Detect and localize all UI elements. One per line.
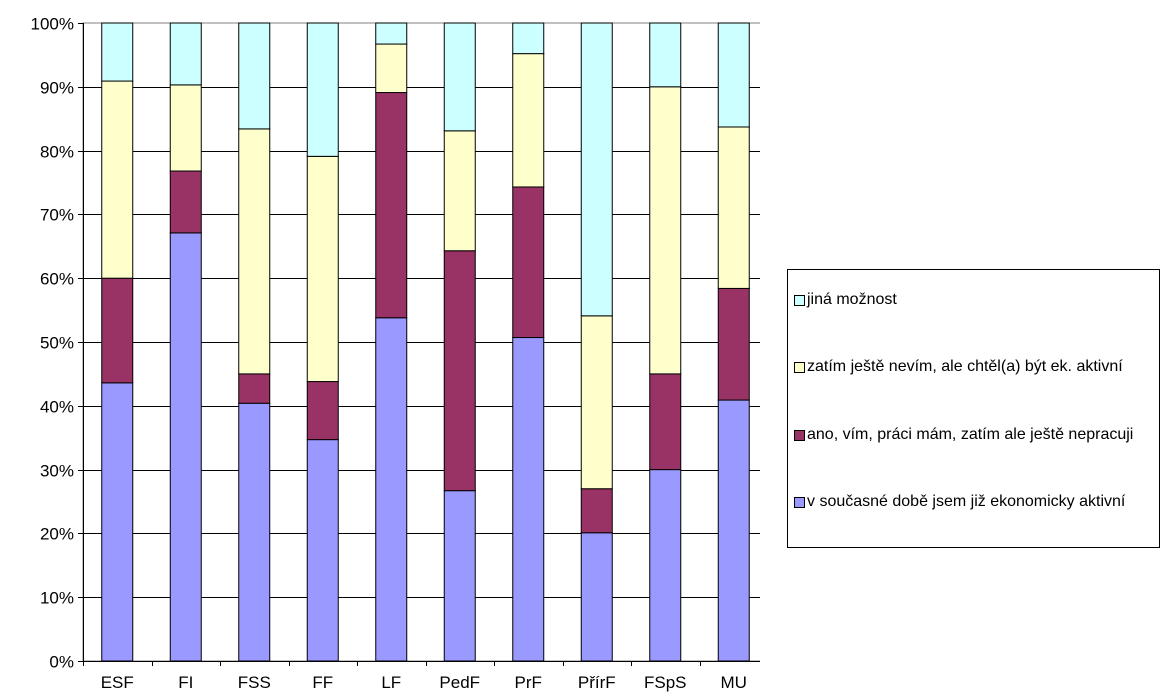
legend-label: ano, vím, práci mám, zatím ale ještě nep… [807,426,1134,443]
y-tick-label: 60% [40,270,74,289]
chart-legend: jiná možnost zatím ještě nevím, ale chtě… [787,269,1160,548]
y-tick-label: 50% [40,334,74,353]
y-tick-label: 20% [40,525,74,544]
legend-item-ekonomicky-aktivni: v současné době jsem již ekonomicky akti… [794,491,1154,512]
bar-segment [580,488,613,534]
x-tick-label: PrF [515,673,542,692]
y-tick-label: 40% [40,398,74,417]
y-tick-label: 0% [49,653,74,672]
bar-segment [443,130,476,252]
legend-item-ano-vim: ano, vím, práci mám, zatím ale ještě nep… [794,424,1154,445]
y-tick-label: 70% [40,206,74,225]
x-tick-label: ESF [101,673,134,692]
stacked-bar-chart: 0% 10% 20% 30% 40% 50% 60% 70% 80% 90% 100% ESF FI FS… [31,15,760,692]
bar-segment [306,439,339,662]
bar-segment [375,22,408,45]
x-tick-label: MU [721,673,747,692]
y-tick-label: 80% [40,143,74,162]
bar-segment [717,287,750,401]
bar-segment [169,84,202,172]
bar-segment [512,337,545,662]
bar-segment [580,532,613,662]
bar-segment [238,373,271,404]
bar-segment [375,317,408,662]
bar-segment [101,277,134,384]
legend-label: zatím ještě nevím, ale chtěl(a) být ek. … [807,358,1123,375]
x-tick-label: FF [312,673,333,692]
bar-segment [649,373,682,471]
bar-segment [306,155,339,383]
bar-segment [649,469,682,662]
bar-segment [238,128,271,375]
y-tick-label: 100% [31,15,74,34]
y-tick-label: 90% [40,79,74,98]
bar-segment [101,382,134,662]
y-tick-label: 30% [40,462,74,481]
bar-segment [512,186,545,339]
bar-segment [306,381,339,441]
bar-segment [101,22,134,82]
x-tick-label: PřírF [578,673,616,692]
legend-item-zatim-nevim: zatím ještě nevím, ale chtěl(a) být ek. … [794,356,1154,377]
y-tick-label: 10% [40,589,74,608]
bar-segment [649,86,682,375]
legend-swatch [794,362,805,373]
bar-segment [101,80,134,279]
bar-segment [238,22,271,130]
bar-segment [717,22,750,128]
legend-item-jina-moznost: jiná možnost [794,289,1154,310]
bar-segment [443,490,476,662]
bar-segment [580,22,613,317]
x-tick-label: FI [178,673,193,692]
bar-segment [512,22,545,55]
bar-segment [238,402,271,662]
x-tick-label: PedF [439,673,480,692]
bar-segment [443,22,476,132]
bar-segment [169,22,202,86]
legend-swatch [794,295,805,306]
bar-segment [169,232,202,662]
bar-segment [443,250,476,492]
bar-segment [375,92,408,319]
legend-swatch [794,497,805,508]
x-tick-label: FSpS [644,673,687,692]
legend-label: jiná možnost [807,291,897,308]
bar-segment [717,126,750,289]
bar-segment [580,315,613,490]
bar-segment [306,22,339,157]
x-tick-label: FSS [238,673,271,692]
bar-segment [512,53,545,188]
bar-segment [375,43,408,94]
bar-segment [649,22,682,88]
x-tick-label: LF [381,673,401,692]
legend-label: v současné době jsem již ekonomicky akti… [807,493,1126,510]
bar-segment [717,399,750,662]
bar-segment [169,170,202,234]
legend-swatch [794,430,805,441]
